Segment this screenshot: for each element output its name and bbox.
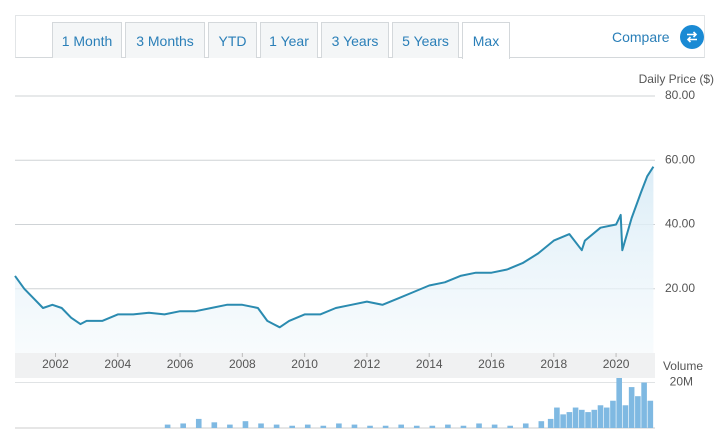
y-tick-label: 40.00 bbox=[665, 217, 695, 231]
x-tick-label: 2008 bbox=[229, 357, 256, 371]
volume-bar bbox=[554, 407, 560, 428]
volume-bar bbox=[195, 418, 202, 428]
x-tick-label: 2006 bbox=[167, 357, 194, 371]
volume-bar bbox=[647, 400, 654, 428]
volume-bar bbox=[635, 396, 641, 428]
range-tab[interactable]: 1 Year bbox=[260, 22, 318, 58]
price-area bbox=[15, 166, 654, 353]
volume-label: Volume bbox=[663, 359, 703, 373]
range-tab[interactable]: Max bbox=[462, 22, 510, 59]
x-tick-label: 2010 bbox=[291, 357, 318, 371]
volume-bar bbox=[522, 423, 529, 428]
x-tick-label: 2020 bbox=[603, 357, 630, 371]
volume-bar bbox=[382, 425, 389, 428]
volume-bar bbox=[320, 425, 327, 428]
range-tab[interactable]: 5 Years bbox=[392, 22, 459, 58]
volume-bar bbox=[289, 425, 295, 428]
volume-bar bbox=[603, 407, 610, 428]
volume-bar bbox=[610, 400, 616, 428]
volume-bar bbox=[460, 425, 467, 428]
compare-icon bbox=[679, 25, 704, 49]
volume-bar bbox=[258, 423, 264, 428]
volume-bar bbox=[597, 405, 604, 428]
volume-bar bbox=[476, 423, 482, 428]
x-axis-band bbox=[15, 353, 655, 378]
x-tick-label: 2018 bbox=[540, 357, 567, 371]
swap-icon bbox=[686, 31, 697, 43]
volume-bar bbox=[351, 424, 358, 428]
range-tab[interactable]: 1 Month bbox=[52, 22, 122, 58]
volume-bar bbox=[491, 424, 498, 428]
volume-bar bbox=[547, 418, 554, 428]
volume-bar bbox=[641, 382, 647, 428]
volume-bar bbox=[227, 424, 233, 428]
x-tick-label: 2016 bbox=[478, 357, 505, 371]
volume-bar bbox=[579, 409, 585, 428]
x-tick-label: 2002 bbox=[42, 357, 69, 371]
y-tick-label: 80.00 bbox=[665, 88, 695, 102]
volume-tick-label: 20M bbox=[670, 375, 693, 389]
volume-bar bbox=[336, 423, 342, 428]
range-tab[interactable]: 3 Months bbox=[125, 22, 205, 58]
volume-bar bbox=[429, 425, 436, 428]
volume-bar bbox=[507, 425, 513, 428]
compare-label: Compare bbox=[612, 29, 670, 45]
volume-bar bbox=[566, 412, 573, 428]
volume-bar bbox=[164, 424, 171, 428]
volume-bar bbox=[398, 424, 404, 428]
compare-button[interactable]: Compare bbox=[612, 25, 704, 49]
x-tick-label: 2014 bbox=[416, 357, 443, 371]
volume-bar bbox=[273, 424, 280, 428]
volume-bar bbox=[180, 423, 186, 428]
y-tick-label: 20.00 bbox=[665, 281, 695, 295]
range-tab[interactable]: 3 Years bbox=[321, 22, 389, 58]
volume-bar bbox=[622, 405, 629, 428]
volume-bar bbox=[413, 425, 420, 428]
volume-bar bbox=[445, 424, 451, 428]
range-tab[interactable]: YTD bbox=[208, 22, 257, 58]
volume-bar bbox=[538, 421, 545, 428]
volume-bar bbox=[304, 424, 311, 428]
x-tick-label: 2004 bbox=[104, 357, 131, 371]
x-tick-label: 2012 bbox=[354, 357, 381, 371]
y-tick-label: 60.00 bbox=[665, 152, 695, 166]
volume-bar bbox=[572, 407, 579, 428]
price-line bbox=[14, 166, 655, 329]
volume-bar bbox=[242, 421, 249, 428]
volume-bar bbox=[616, 378, 622, 428]
volume-bar bbox=[591, 409, 598, 428]
volume-bar bbox=[628, 387, 635, 428]
volume-bar bbox=[211, 422, 218, 428]
volume-bar bbox=[560, 414, 566, 428]
y-axis-label: Daily Price ($) bbox=[639, 72, 714, 86]
volume-bar bbox=[585, 412, 591, 428]
volume-bar bbox=[367, 425, 373, 428]
